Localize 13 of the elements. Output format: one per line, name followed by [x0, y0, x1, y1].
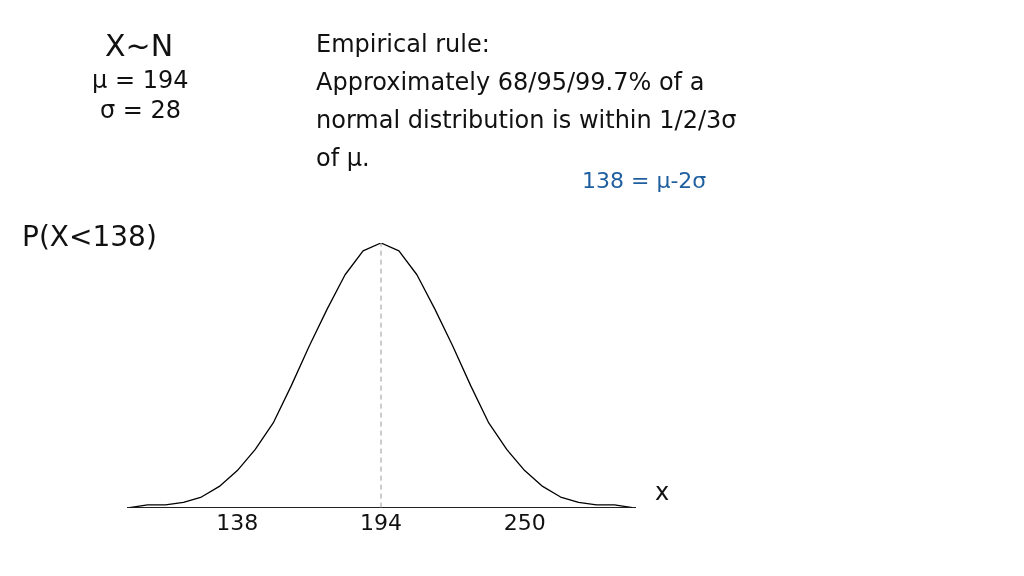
- text: X~N: [105, 28, 174, 63]
- text: μ = 194: [92, 66, 189, 94]
- x-tick-label: 138: [216, 509, 259, 535]
- text: Approximately 68/95/99.7% of a: [316, 68, 705, 96]
- chart-title: P(X<138): [22, 220, 157, 253]
- text: σ = 28: [100, 96, 182, 124]
- x-tick-label: 250: [503, 509, 546, 535]
- text: of μ.: [316, 144, 370, 172]
- x-axis-title: x: [655, 478, 670, 506]
- text: normal distribution is within 1/2/3σ: [316, 106, 737, 134]
- text: Empirical rule:: [316, 30, 490, 58]
- text: 138 = μ-2σ: [582, 168, 707, 193]
- x-tick-label: 194: [360, 509, 402, 535]
